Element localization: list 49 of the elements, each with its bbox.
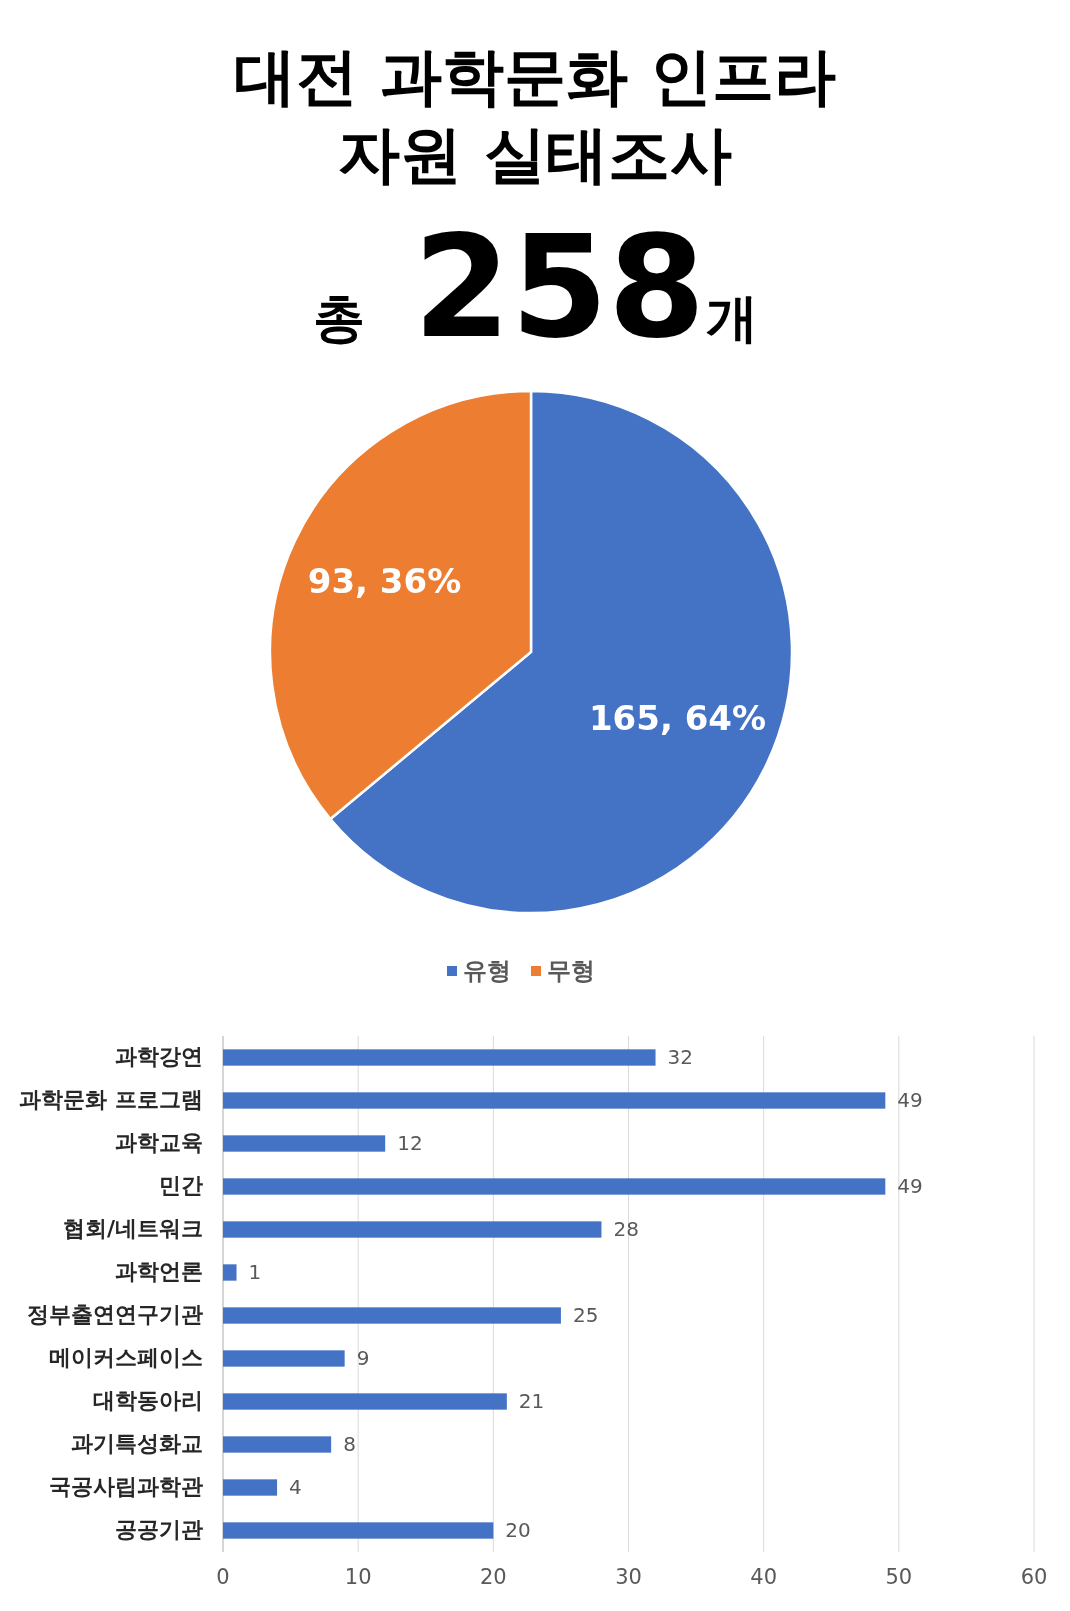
data-label: 8 (343, 1432, 356, 1456)
data-label: 49 (897, 1174, 923, 1198)
y-tick-label: 국공사립과학관 (49, 1473, 203, 1499)
data-label: 1 (248, 1260, 262, 1284)
x-tick-label: 40 (750, 1565, 778, 1589)
bar (223, 1479, 278, 1496)
y-tick-label: 과학강연 (115, 1043, 203, 1069)
data-label: 4 (289, 1475, 302, 1499)
x-tick-label: 0 (216, 1565, 230, 1589)
data-label: 32 (667, 1045, 693, 1069)
bar (223, 1092, 886, 1109)
legend-label: 무형 (547, 957, 595, 985)
y-tick-label: 대학동아리 (93, 1387, 203, 1413)
y-tick-label: 공공기관 (115, 1516, 203, 1542)
bar (223, 1221, 602, 1238)
bar (223, 1264, 237, 1281)
y-tick-label: 과학문화 프로그램 (19, 1086, 203, 1112)
x-tick-label: 30 (615, 1565, 642, 1589)
y-tick-label: 협회/네트워크 (62, 1215, 203, 1241)
x-tick-label: 20 (479, 1565, 507, 1589)
data-label: 25 (572, 1303, 599, 1327)
chart-subtitle: 총 258개 (312, 206, 758, 369)
y-tick-label: 메이커스페이스 (49, 1344, 203, 1370)
y-tick-label: 정부출연연구기관 (27, 1301, 203, 1327)
data-label: 49 (897, 1088, 923, 1112)
data-label: 21 (518, 1389, 545, 1413)
data-label: 9 (356, 1346, 370, 1370)
legend-label: 유형 (463, 957, 511, 985)
bar (223, 1307, 561, 1324)
y-tick-label: 민간 (159, 1172, 203, 1198)
bar (223, 1436, 332, 1453)
x-tick-label: 50 (885, 1565, 913, 1589)
x-tick-label: 10 (344, 1565, 372, 1589)
x-tick-label: 60 (1020, 1565, 1048, 1589)
data-label: 20 (505, 1518, 531, 1542)
data-label: 28 (613, 1217, 639, 1241)
y-tick-label: 과기특성화교 (71, 1430, 203, 1456)
bar (223, 1522, 494, 1539)
bar (223, 1350, 345, 1367)
chart-title: 대전 과학문화 인프라 자원 실태조사 (234, 40, 836, 191)
bar (223, 1393, 507, 1410)
bar (223, 1135, 386, 1152)
bar (223, 1178, 886, 1195)
bar (223, 1049, 656, 1066)
data-label: 93, 36% (307, 560, 462, 601)
y-tick-label: 과학언론 (115, 1258, 203, 1284)
y-tick-label: 과학교육 (115, 1129, 203, 1155)
data-label: 12 (397, 1131, 423, 1155)
data-label: 165, 64% (588, 698, 767, 739)
